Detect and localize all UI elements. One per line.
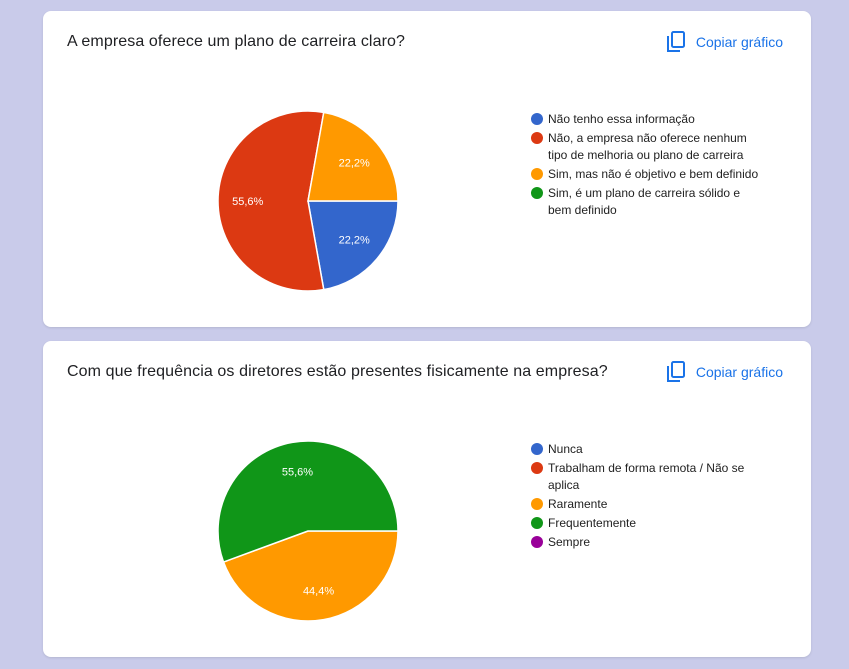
slice-label: 22,2%	[339, 157, 370, 169]
legend-item[interactable]: Sim, mas não é objetivo e bem definido	[531, 166, 761, 183]
legend-item[interactable]: Raramente	[531, 496, 761, 513]
chart-legend: Não tenho essa informação Não, a empresa …	[531, 111, 761, 221]
slice-label: 55,6%	[282, 467, 313, 479]
copy-icon	[666, 31, 685, 52]
pie-chart: 44,4% 55,6%	[217, 440, 399, 622]
pie-chart: 22,2% 55,6% 22,2%	[217, 110, 399, 292]
slice-label: 22,2%	[339, 235, 370, 247]
legend-swatch	[531, 536, 543, 548]
legend-label: Não tenho essa informação	[548, 112, 695, 126]
pie-slice[interactable]	[217, 110, 325, 292]
slice-label: 44,4%	[303, 585, 334, 597]
legend-item[interactable]: Sempre	[531, 534, 761, 551]
legend-swatch	[531, 187, 543, 199]
pie-slice[interactable]	[217, 440, 399, 563]
legend-swatch	[531, 443, 543, 455]
copy-chart-button[interactable]: Copiar gráfico	[666, 31, 783, 53]
legend-item[interactable]: Não, a empresa não oferece nenhum tipo d…	[531, 130, 761, 164]
legend-item[interactable]: Frequentemente	[531, 515, 761, 532]
copy-chart-button[interactable]: Copiar gráfico	[666, 361, 783, 383]
legend-label: Frequentemente	[548, 516, 637, 530]
chart-card-directors-presence: Com que frequência os diretores estão pr…	[43, 341, 811, 657]
legend-item[interactable]: Sim, é um plano de carreira sólido e bem…	[531, 185, 761, 219]
pie-slice[interactable]	[222, 530, 399, 622]
legend-item[interactable]: Não tenho essa informação	[531, 111, 761, 128]
chart-title: A empresa oferece um plano de carreira c…	[67, 33, 406, 50]
chart-title: Com que frequência os diretores estão pr…	[67, 363, 608, 380]
legend-label: Sim, é um plano de carreira sólido e bem…	[548, 186, 741, 217]
legend-label: Sim, mas não é objetivo e bem definido	[548, 167, 759, 181]
copy-chart-label: Copiar gráfico	[695, 34, 783, 50]
legend-label: Nunca	[548, 442, 583, 456]
legend-label: Trabalham de forma remota / Não se aplic…	[548, 461, 745, 492]
legend-swatch	[531, 168, 543, 180]
chart-legend: Nunca Trabalham de forma remota / Não se …	[531, 441, 761, 553]
legend-item[interactable]: Trabalham de forma remota / Não se aplic…	[531, 460, 761, 494]
legend-label: Sempre	[548, 535, 591, 549]
copy-icon	[666, 361, 685, 382]
slice-label: 55,6%	[232, 196, 263, 208]
legend-label: Raramente	[548, 497, 608, 511]
legend-swatch	[531, 113, 543, 125]
copy-chart-label: Copiar gráfico	[695, 364, 783, 380]
legend-swatch	[531, 462, 543, 474]
legend-swatch	[531, 498, 543, 510]
pie-slice[interactable]	[307, 111, 399, 202]
legend-swatch	[531, 132, 543, 144]
legend-swatch	[531, 517, 543, 529]
legend-item[interactable]: Nunca	[531, 441, 761, 458]
chart-card-career-plan: A empresa oferece um plano de carreira c…	[43, 11, 811, 327]
pie-slice[interactable]	[307, 200, 399, 291]
legend-label: Não, a empresa não oferece nenhum tipo d…	[548, 131, 747, 162]
